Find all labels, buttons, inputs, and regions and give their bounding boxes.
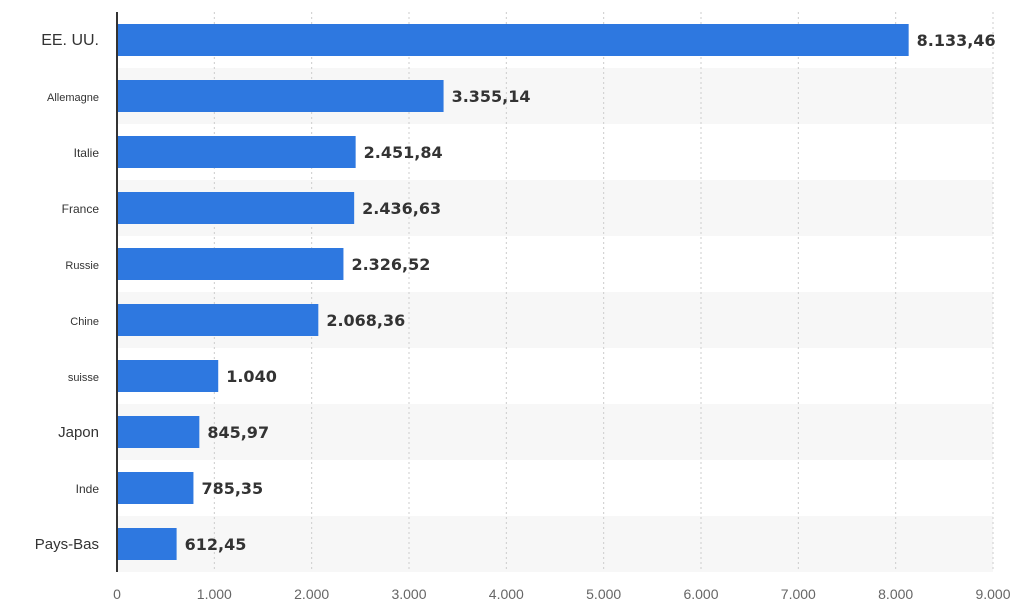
value-label: 785,35 <box>201 479 263 498</box>
x-tick-label: 3.000 <box>391 586 426 602</box>
row-band <box>117 516 993 572</box>
category-label: Italie <box>74 146 100 160</box>
gridlines <box>213 12 994 572</box>
bar <box>117 192 355 224</box>
value-label: 2.436,63 <box>362 199 441 218</box>
value-label: 3.355,14 <box>452 87 531 106</box>
x-tick-label: 7.000 <box>781 586 816 602</box>
x-tick-label: 2.000 <box>294 586 329 602</box>
value-label: 2.068,36 <box>326 311 405 330</box>
x-axis-ticks: 0 1.000 2.000 3.000 4.000 5.000 6.000 7.000 8.00… <box>113 586 1011 602</box>
category-label: suisse <box>68 372 99 384</box>
category-label: Inde <box>76 482 100 496</box>
bar <box>117 248 344 280</box>
value-label: 2.451,84 <box>364 143 443 162</box>
bar <box>117 304 319 336</box>
x-tick-label: 0 <box>113 586 121 602</box>
value-label: 8.133,46 <box>917 31 996 50</box>
value-label: 2.326,52 <box>351 255 430 274</box>
bar <box>117 136 356 168</box>
x-tick-label: 6.000 <box>683 586 718 602</box>
category-labels: EE. UU. Allemagne Italie France Russie Chine s… <box>35 32 100 553</box>
value-labels: 8.133,46 3.355,14 2.451,84 2.436,63 2.326,52… <box>185 31 996 554</box>
x-tick-label: 9.000 <box>975 586 1010 602</box>
category-label: France <box>62 202 100 216</box>
category-label: Chine <box>70 316 99 328</box>
category-label: EE. UU. <box>41 32 99 49</box>
row-bands <box>117 68 993 572</box>
bar <box>117 80 444 112</box>
bar <box>117 416 200 448</box>
x-tick-label: 5.000 <box>586 586 621 602</box>
bar <box>117 24 909 56</box>
bar <box>117 360 219 392</box>
x-tick-label: 1.000 <box>197 586 232 602</box>
category-label: Allemagne <box>47 92 99 104</box>
bar <box>117 528 177 560</box>
value-label: 1.040 <box>226 367 277 386</box>
value-label: 845,97 <box>207 423 269 442</box>
category-label: Japon <box>58 424 99 441</box>
bars <box>117 24 909 560</box>
value-label: 612,45 <box>185 535 247 554</box>
x-tick-label: 8.000 <box>878 586 913 602</box>
row-band <box>117 404 993 460</box>
bar <box>117 472 194 504</box>
category-label: Russie <box>65 260 99 272</box>
x-tick-label: 4.000 <box>489 586 524 602</box>
category-label: Pays-Bas <box>35 536 99 553</box>
